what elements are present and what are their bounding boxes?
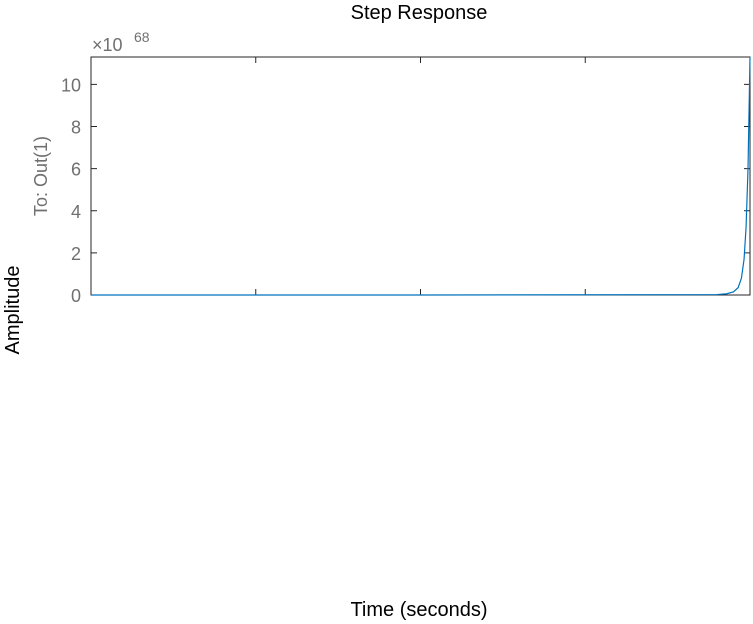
- series-layer: [91, 56, 751, 296]
- y-tick-label: 8: [71, 118, 81, 138]
- y-tick-label: 10: [61, 75, 81, 95]
- plot-axes: [90, 56, 751, 296]
- step-response-line: [91, 56, 751, 296]
- y-tick-label: 2: [71, 244, 81, 264]
- x-axis-label: Time (seconds): [350, 599, 487, 621]
- y-exponent-label: ×10 68: [92, 29, 150, 55]
- output-channel-label: To: Out(1): [31, 136, 51, 216]
- chart-title: Step Response: [351, 2, 488, 24]
- y-tick-label: 4: [71, 202, 81, 222]
- y-exponent-power: 68: [134, 29, 150, 45]
- y-tick-label: 0: [71, 286, 81, 306]
- y-exponent-prefix: ×10: [92, 35, 123, 55]
- x-ticks: [255, 57, 586, 295]
- y-axis-label: Amplitude: [2, 266, 24, 355]
- y-tick-label: 6: [71, 160, 81, 180]
- plot-area-frame: [90, 56, 751, 296]
